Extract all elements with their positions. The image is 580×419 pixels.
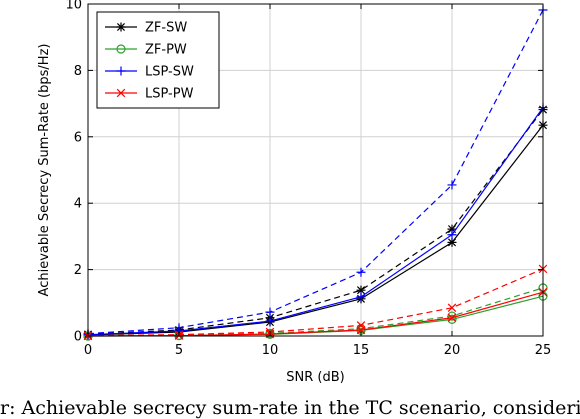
legend-label: ZF-PW <box>145 43 187 58</box>
series-line <box>87 9 544 335</box>
data-point <box>447 230 457 240</box>
series-lsp-pw-dashed <box>83 264 548 340</box>
data-point <box>174 323 184 333</box>
legend-entry: ZF-SW <box>105 21 187 36</box>
x-tick-label: 25 <box>535 343 552 358</box>
x-tick-label: 5 <box>175 343 183 358</box>
series-zf-sw <box>83 120 548 340</box>
legend-entry: LSP-PW <box>105 87 194 102</box>
x-tick-label: 15 <box>353 343 370 358</box>
x-tick-label: 10 <box>262 343 279 358</box>
legend-entry: LSP-SW <box>105 65 194 80</box>
data-point <box>356 292 366 302</box>
data-point <box>447 303 457 313</box>
chart: 0 5 10 15 20 25 0 2 4 6 8 10 SNR (dB) Achievable Se… <box>37 0 551 385</box>
legend-label: ZF-SW <box>145 21 187 36</box>
legend-box <box>96 11 220 109</box>
figure-caption: r: Achievable secrecy sum-rate in the TC… <box>0 397 580 419</box>
legend: ZF-SW ZF-PW LSP-SW LSP-PW <box>96 11 220 109</box>
y-axis-title: Achievable Secrecy Sum-Rate (bps/Hz) <box>37 44 52 297</box>
x-tick-label: 20 <box>444 343 461 358</box>
data-point <box>356 321 366 330</box>
axis-ticks: 0 5 10 15 20 25 0 2 4 6 8 10 <box>65 0 551 358</box>
series-line <box>87 107 544 336</box>
data-point <box>356 285 366 295</box>
data-point <box>265 316 275 326</box>
series-line <box>87 109 544 335</box>
legend-marker <box>116 44 126 54</box>
legend-label: LSP-PW <box>145 87 194 102</box>
data-point <box>447 237 457 247</box>
y-tick-label: 2 <box>74 263 82 278</box>
data-point <box>447 314 457 324</box>
y-tick-label: 10 <box>65 0 82 13</box>
data-point <box>447 180 457 190</box>
series-line <box>87 268 544 337</box>
data-point <box>356 267 366 277</box>
series-line <box>87 124 544 336</box>
series-line <box>87 295 544 337</box>
series-lsp-sw-dashed <box>83 5 548 339</box>
data-point <box>447 224 457 234</box>
data-point <box>265 307 275 317</box>
legend-marker <box>116 66 126 76</box>
y-tick-label: 8 <box>74 64 82 79</box>
x-axis-title: SNR (dB) <box>286 370 344 385</box>
y-tick-label: 6 <box>74 130 82 145</box>
legend-entry: ZF-PW <box>105 43 187 58</box>
x-tick-label: 0 <box>84 343 92 358</box>
y-tick-label: 4 <box>74 197 82 212</box>
data-point <box>447 313 457 322</box>
legend-marker <box>116 88 126 98</box>
y-tick-label: 0 <box>74 330 82 345</box>
plot-frame <box>87 3 544 337</box>
series-zf-sw-dashed <box>83 105 548 339</box>
legend-marker <box>116 22 126 32</box>
legend-label: LSP-SW <box>145 65 194 80</box>
